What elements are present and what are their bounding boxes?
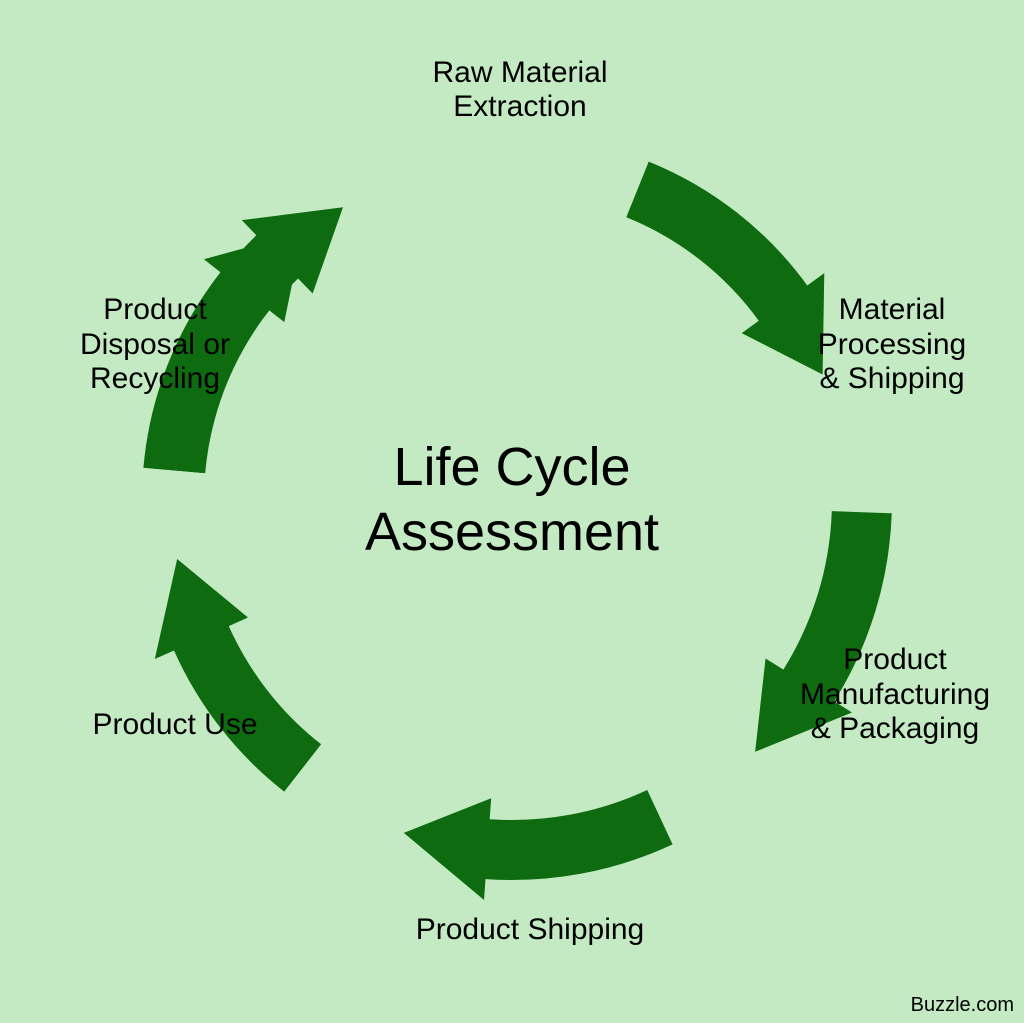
attribution-label: Buzzle.com	[911, 994, 1014, 1017]
cycle-arrow-3	[155, 559, 321, 792]
diagram-canvas: Life Cycle Assessment Raw Material Extra…	[0, 0, 1024, 1023]
stage-label-4: Product Use	[45, 708, 305, 743]
stage-label-3: Product Shipping	[400, 913, 660, 948]
cycle-arrow-2	[404, 790, 673, 900]
stage-label-0: Raw Material Extraction	[390, 56, 650, 125]
center-title: Life Cycle Assessment	[312, 435, 712, 565]
stage-label-5: Product Disposal or Recycling	[25, 293, 285, 397]
stage-label-2: Product Manufacturing & Packaging	[765, 643, 1024, 747]
stage-label-1: Material Processing & Shipping	[762, 293, 1022, 397]
